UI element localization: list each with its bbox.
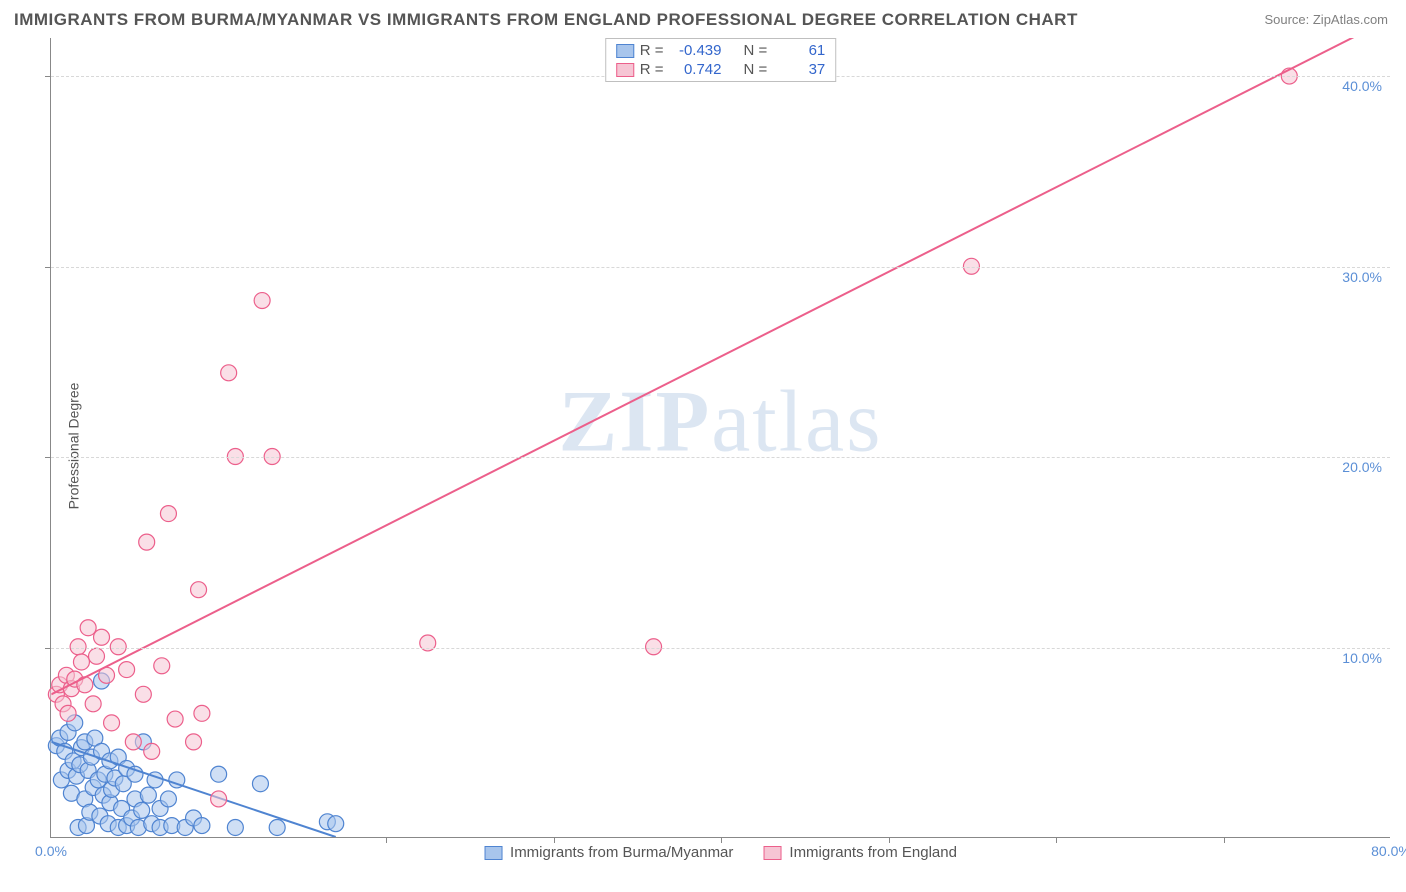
data-point — [125, 734, 141, 750]
data-point — [119, 662, 135, 678]
legend-swatch-pink — [616, 63, 634, 77]
legend-row-series-1: R = -0.439 N = 61 — [616, 41, 826, 60]
data-point — [73, 654, 89, 670]
legend-item-2: Immigrants from England — [763, 844, 957, 861]
data-point — [186, 734, 202, 750]
data-point — [60, 705, 76, 721]
y-tick-mark — [45, 267, 51, 268]
data-point — [167, 711, 183, 727]
x-tick-mark — [1224, 837, 1225, 843]
correlation-legend: R = -0.439 N = 61 R = 0.742 N = 37 — [605, 38, 837, 82]
data-point — [94, 629, 110, 645]
legend-swatch-blue — [616, 44, 634, 58]
gridline-h — [51, 267, 1390, 268]
legend-label-1: Immigrants from Burma/Myanmar — [510, 844, 733, 861]
y-tick-label: 10.0% — [1342, 650, 1382, 666]
data-point — [134, 802, 150, 818]
data-point — [160, 791, 176, 807]
x-tick-label: 80.0% — [1371, 843, 1406, 859]
data-point — [420, 635, 436, 651]
gridline-h — [51, 457, 1390, 458]
r-label: R = — [640, 42, 664, 59]
y-tick-label: 30.0% — [1342, 269, 1382, 285]
x-tick-mark — [554, 837, 555, 843]
data-point — [160, 506, 176, 522]
legend-item-1: Immigrants from Burma/Myanmar — [484, 844, 733, 861]
legend-row-series-2: R = 0.742 N = 37 — [616, 60, 826, 79]
y-tick-label: 20.0% — [1342, 459, 1382, 475]
data-point — [328, 816, 344, 832]
data-point — [140, 787, 156, 803]
n-value-2: 37 — [775, 61, 825, 78]
n-label: N = — [744, 61, 768, 78]
data-point — [211, 791, 227, 807]
data-point — [254, 293, 270, 309]
data-point — [221, 365, 237, 381]
x-tick-mark — [1056, 837, 1057, 843]
trend-line — [51, 19, 1389, 694]
data-point — [144, 743, 160, 759]
legend-swatch-pink — [763, 846, 781, 860]
data-point — [194, 818, 210, 834]
data-point — [194, 705, 210, 721]
x-tick-mark — [386, 837, 387, 843]
series-legend: Immigrants from Burma/Myanmar Immigrants… — [484, 844, 957, 861]
y-tick-label: 40.0% — [1342, 78, 1382, 94]
scatter-plot-svg — [51, 38, 1390, 837]
gridline-h — [51, 648, 1390, 649]
chart-plot-area: ZIPatlas R = -0.439 N = 61 R = 0.742 N =… — [50, 38, 1390, 838]
data-point — [191, 582, 207, 598]
data-point — [85, 696, 101, 712]
n-value-1: 61 — [775, 42, 825, 59]
data-point — [154, 658, 170, 674]
r-label: R = — [640, 61, 664, 78]
y-tick-mark — [45, 648, 51, 649]
data-point — [135, 686, 151, 702]
r-value-1: -0.439 — [672, 42, 722, 59]
data-point — [80, 620, 96, 636]
chart-title: IMMIGRANTS FROM BURMA/MYANMAR VS IMMIGRA… — [14, 10, 1078, 30]
n-label: N = — [744, 42, 768, 59]
data-point — [89, 648, 105, 664]
source-attribution: Source: ZipAtlas.com — [1264, 12, 1388, 27]
r-value-2: 0.742 — [672, 61, 722, 78]
x-tick-mark — [889, 837, 890, 843]
x-tick-label: 0.0% — [35, 843, 67, 859]
y-tick-mark — [45, 76, 51, 77]
data-point — [139, 534, 155, 550]
y-tick-mark — [45, 457, 51, 458]
x-tick-mark — [721, 837, 722, 843]
legend-swatch-blue — [484, 846, 502, 860]
data-point — [227, 819, 243, 835]
data-point — [269, 819, 285, 835]
data-point — [104, 715, 120, 731]
legend-label-2: Immigrants from England — [789, 844, 957, 861]
data-point — [252, 776, 268, 792]
data-point — [211, 766, 227, 782]
